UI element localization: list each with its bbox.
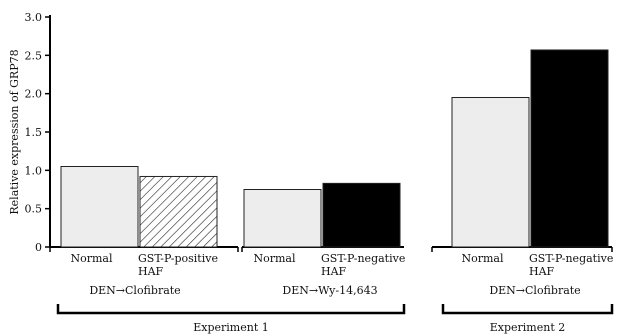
- bars: [60, 49, 609, 248]
- category-label: GST-P-negative HAF: [321, 252, 405, 278]
- experiment-label: Experiment 2: [490, 321, 566, 334]
- y-tick-label: 1.0: [25, 164, 43, 177]
- category-label: Normal: [461, 252, 503, 265]
- treatment-label: DEN→Wy-14,643: [282, 284, 377, 297]
- y-axis-label: Relative expression of GRP78: [8, 49, 21, 214]
- y-axis: 0 0.5 1.0 1.5 2.0 2.5 3.0: [25, 11, 51, 254]
- category-labels: Normal GST-P-positive HAF Normal GST-P-negat…: [70, 252, 613, 278]
- treatment-labels: DEN→Clofibrate DEN→Wy-14,643 DEN→Clofibrat…: [89, 284, 580, 297]
- bar-1: [60, 166, 139, 248]
- category-label: GST-P-negative HAF: [529, 252, 613, 278]
- y-tick-label: 0: [35, 241, 42, 254]
- y-tick-label: 2.5: [25, 49, 43, 62]
- y-tick-label: 0.5: [25, 203, 43, 216]
- bar-3: [243, 189, 322, 248]
- experiment-brackets: Experiment 1 Experiment 2: [56, 304, 614, 334]
- bar-5: [451, 97, 530, 248]
- category-label: Normal: [253, 252, 295, 265]
- experiment-label: Experiment 1: [193, 321, 269, 334]
- treatment-label: DEN→Clofibrate: [489, 284, 580, 297]
- y-tick-label: 1.5: [25, 126, 43, 139]
- category-label: Normal: [70, 252, 112, 265]
- bar-6: [530, 49, 609, 248]
- bar-4: [322, 182, 401, 248]
- bar-2: [139, 175, 218, 248]
- treatment-label: DEN→Clofibrate: [89, 284, 180, 297]
- y-tick-label: 3.0: [25, 11, 43, 24]
- experiment-bracket: [56, 304, 406, 315]
- category-label: GST-P-positive HAF: [138, 252, 218, 278]
- experiment-bracket: [441, 304, 614, 315]
- y-tick-label: 2.0: [25, 88, 43, 101]
